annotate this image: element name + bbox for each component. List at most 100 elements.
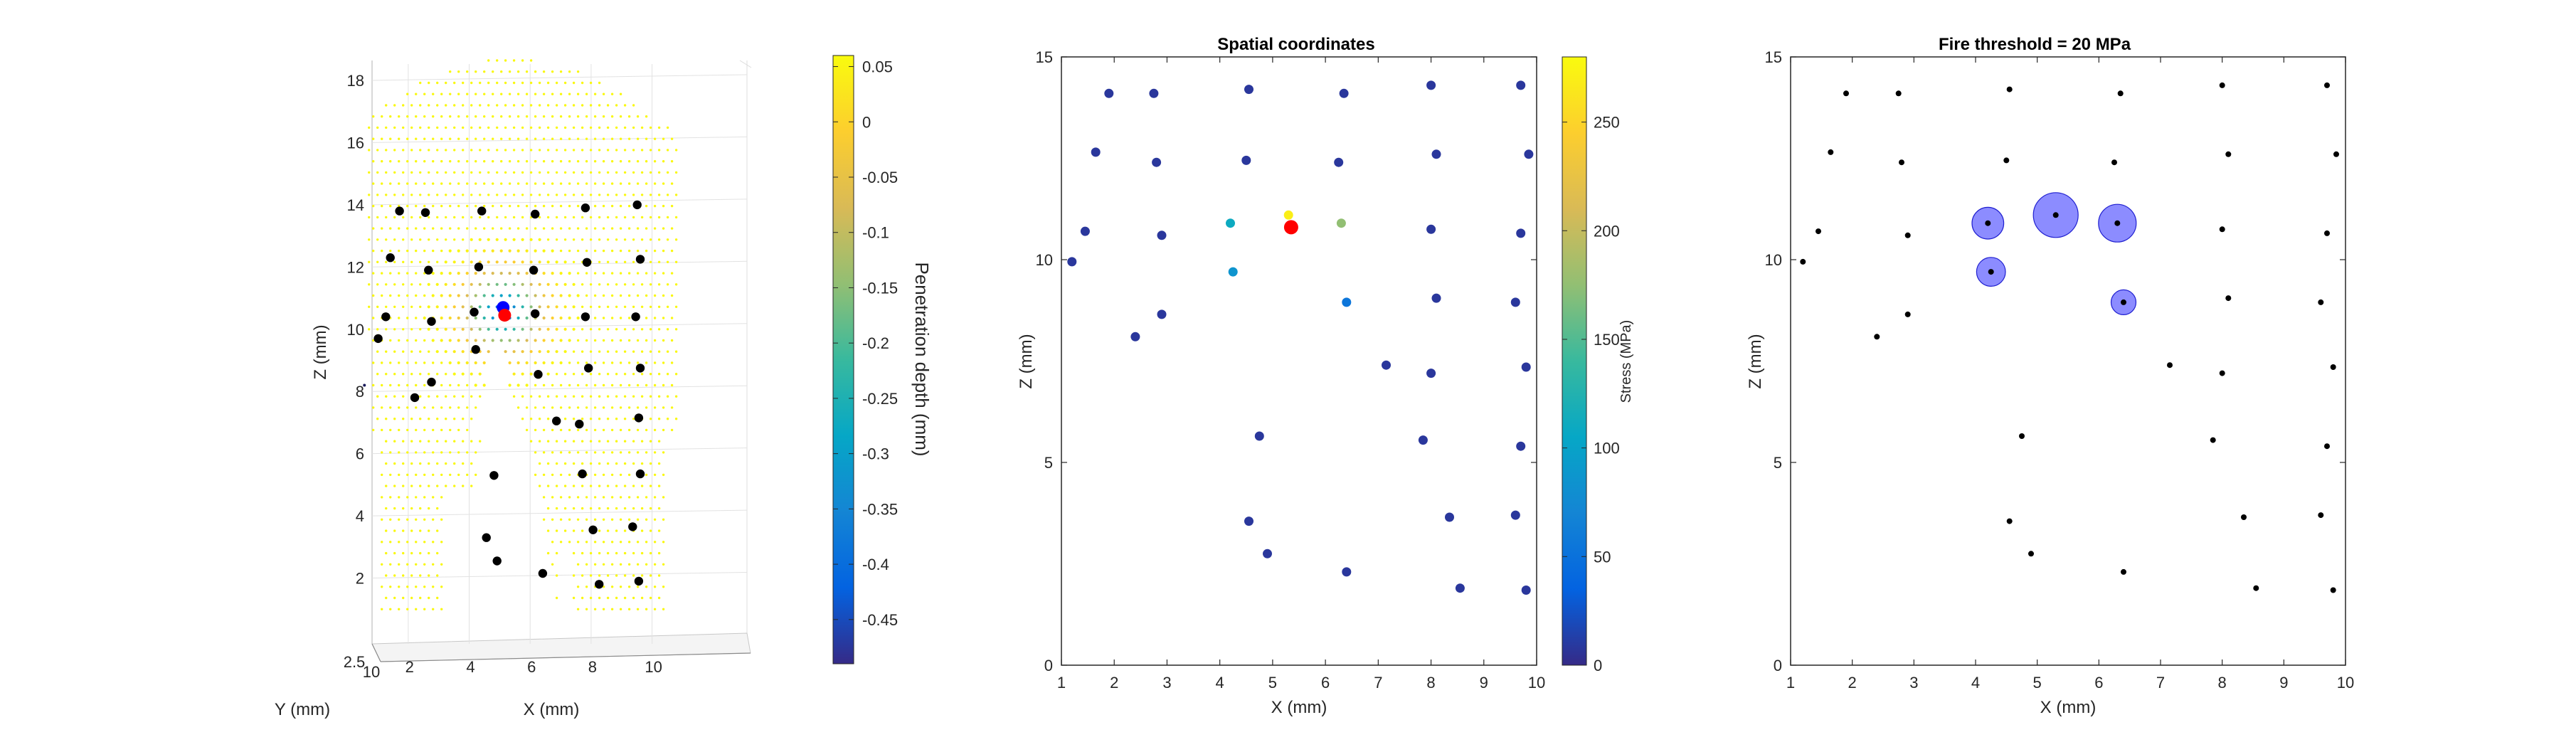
stress-colorbar-label: Stress (MPa) bbox=[1618, 320, 1634, 403]
penetration-point bbox=[423, 563, 426, 566]
penetration-point bbox=[632, 216, 635, 219]
penetration-point bbox=[457, 249, 460, 253]
sensor-point bbox=[552, 416, 561, 425]
penetration-point bbox=[581, 81, 584, 85]
penetration-point bbox=[602, 496, 605, 499]
penetration-point bbox=[572, 350, 576, 353]
penetration-point bbox=[546, 81, 550, 85]
penetration-point bbox=[428, 395, 430, 398]
penetration-point bbox=[402, 149, 405, 152]
penetration-point bbox=[415, 586, 418, 588]
penetration-point bbox=[436, 440, 439, 443]
penetration-point bbox=[662, 272, 665, 275]
penetration-point bbox=[483, 92, 486, 95]
penetration-point bbox=[482, 361, 486, 365]
penetration-colorbar bbox=[832, 55, 854, 664]
penetration-point bbox=[645, 428, 648, 432]
penetration-point bbox=[470, 372, 473, 376]
penetration-point bbox=[542, 406, 546, 409]
penetration-point bbox=[632, 149, 635, 152]
penetration-point bbox=[427, 327, 430, 331]
penetration-point bbox=[559, 451, 563, 454]
penetration-point bbox=[602, 272, 605, 275]
penetration-point bbox=[627, 115, 631, 118]
penetration-point bbox=[419, 260, 422, 263]
penetration-point bbox=[623, 126, 627, 129]
penetration-point bbox=[435, 282, 439, 286]
penetration-point bbox=[615, 507, 618, 510]
colorbar-tick-label: -0.45 bbox=[862, 611, 898, 629]
spatial-title: Spatial coordinates bbox=[1217, 35, 1374, 54]
penetration-point bbox=[546, 216, 550, 219]
penetration-point bbox=[546, 395, 550, 398]
penetration-point bbox=[470, 462, 473, 465]
penetration-point bbox=[470, 305, 473, 309]
penetration-point bbox=[428, 418, 430, 420]
penetration-point bbox=[598, 328, 601, 331]
penetration-point bbox=[428, 149, 430, 152]
penetration-point bbox=[623, 551, 627, 555]
penetration-point bbox=[393, 194, 396, 196]
penetration-point bbox=[610, 339, 614, 342]
stress-point bbox=[1382, 360, 1391, 370]
penetration-point bbox=[402, 283, 405, 286]
penetration-point bbox=[436, 126, 439, 129]
penetration-point bbox=[529, 418, 533, 420]
z-axis-label: Z (mm) bbox=[311, 324, 330, 379]
penetration-point bbox=[615, 238, 618, 241]
sensor-point bbox=[471, 345, 480, 354]
penetration-point bbox=[593, 518, 597, 521]
sensor-point bbox=[2028, 551, 2034, 557]
penetration-point bbox=[491, 339, 494, 342]
penetration-point bbox=[452, 372, 456, 376]
sensor-point bbox=[489, 471, 499, 480]
penetration-point bbox=[525, 249, 529, 253]
penetration-point bbox=[555, 216, 558, 219]
penetration-point bbox=[453, 81, 456, 85]
penetration-point bbox=[593, 406, 597, 409]
penetration-point bbox=[674, 395, 678, 398]
penetration-point bbox=[385, 574, 388, 577]
penetration-point bbox=[466, 406, 469, 409]
penetration-point bbox=[666, 395, 669, 398]
penetration-point bbox=[619, 451, 622, 454]
z-tick-label: 12 bbox=[347, 258, 364, 276]
penetration-point bbox=[436, 104, 439, 107]
penetration-point bbox=[452, 327, 456, 331]
penetration-point bbox=[546, 551, 550, 555]
penetration-point bbox=[496, 149, 499, 152]
penetration-point bbox=[555, 81, 558, 85]
penetration-point bbox=[572, 126, 576, 129]
penetration-point bbox=[457, 383, 460, 387]
penetration-point bbox=[602, 473, 605, 477]
penetration-point bbox=[649, 216, 652, 219]
penetration-point bbox=[453, 104, 456, 107]
penetration-point bbox=[657, 260, 661, 263]
penetration-point bbox=[559, 406, 563, 409]
penetration-point bbox=[529, 104, 533, 107]
penetration-point bbox=[372, 383, 375, 387]
penetration-point bbox=[393, 484, 396, 487]
penetration-point bbox=[474, 272, 477, 275]
penetration-point bbox=[649, 283, 652, 286]
penetration-point bbox=[645, 137, 648, 140]
penetration-point bbox=[461, 260, 465, 264]
penetration-point bbox=[512, 372, 516, 376]
penetration-point bbox=[551, 361, 554, 365]
penetration-point bbox=[581, 574, 584, 577]
penetration-point bbox=[475, 70, 477, 73]
penetration-point bbox=[619, 204, 622, 208]
penetration-point bbox=[423, 294, 426, 297]
penetration-point bbox=[482, 249, 486, 253]
penetration-point bbox=[440, 608, 443, 610]
penetration-point bbox=[615, 104, 618, 107]
penetration-point bbox=[606, 440, 610, 443]
penetration-point bbox=[432, 541, 435, 544]
penetration-point bbox=[393, 395, 396, 398]
x-tick-label: 2 bbox=[1110, 674, 1118, 692]
penetration-point bbox=[504, 149, 507, 152]
penetration-point bbox=[465, 249, 469, 253]
penetration-point bbox=[512, 305, 516, 309]
penetration-point bbox=[381, 608, 383, 610]
